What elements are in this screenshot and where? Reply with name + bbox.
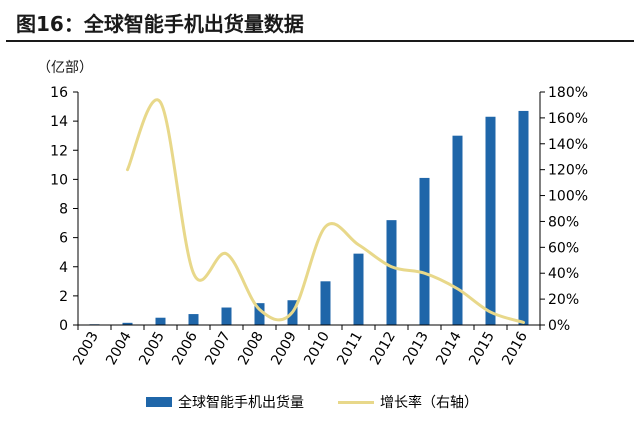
bar-2004 [122, 322, 133, 325]
y-tick-label-left: 6 [59, 231, 68, 247]
y-tick-label-right: 80% [548, 214, 579, 230]
bar-2015 [485, 116, 496, 325]
bar-2016 [518, 110, 529, 326]
y-tick-label-left: 10 [50, 172, 68, 188]
legend-line-label: 增长率（右轴） [380, 395, 478, 411]
bar-2014 [452, 135, 463, 325]
bar-2010 [320, 281, 331, 325]
y-tick-label-left: 16 [50, 85, 68, 101]
legend: 全球智能手机出货量 增长率（右轴） [146, 392, 478, 412]
legend-bar-swatch [146, 397, 172, 407]
y-tick-label-right: 100% [548, 189, 588, 205]
bar-2012 [386, 220, 397, 325]
y-tick-label-left: 8 [59, 202, 68, 218]
y-tick-label-right: 40% [548, 266, 579, 282]
x-tick-label: 2010 [301, 329, 333, 368]
bar-2007 [221, 307, 232, 325]
legend-line-swatch [338, 400, 374, 404]
y-tick-label-right: 120% [548, 163, 588, 179]
x-tick-label: 2004 [103, 329, 135, 368]
x-tick-label: 2007 [202, 329, 234, 368]
x-tick-label: 2015 [466, 329, 498, 368]
y-tick-label-right: 20% [548, 292, 579, 308]
chart-title-wrap: 图16：全球智能手机出货量数据 [16, 8, 304, 36]
x-tick-label: 2013 [400, 329, 432, 368]
x-tick-label: 2009 [268, 329, 300, 368]
x-tick-label: 2014 [433, 329, 465, 368]
bar-2013 [419, 177, 430, 325]
x-tick-label: 2003 [70, 329, 102, 368]
title-divider [6, 40, 634, 42]
x-tick-label: 2011 [334, 329, 366, 368]
x-tick-label: 2012 [367, 329, 399, 368]
x-tick-label: 2008 [235, 329, 267, 368]
x-tick-label: 2005 [136, 329, 168, 368]
y-axis-unit: （亿部） [37, 60, 93, 76]
bar-2008 [254, 303, 265, 325]
y-tick-label-left: 14 [50, 114, 68, 130]
y-tick-label-left: 4 [59, 260, 68, 276]
bar-2006 [188, 314, 199, 325]
y-tick-label-right: 0% [548, 318, 570, 334]
y-tick-label-right: 180% [548, 85, 588, 101]
y-tick-label-left: 0 [59, 318, 68, 334]
y-tick-label-left: 2 [59, 289, 68, 305]
y-tick-label-right: 60% [548, 240, 579, 256]
bar-2005 [155, 317, 166, 325]
y-tick-label-right: 140% [548, 137, 588, 153]
x-tick-label: 2006 [169, 329, 201, 368]
bar-2011 [353, 253, 364, 325]
y-tick-label-right: 160% [548, 111, 588, 127]
growth-rate-line [126, 98, 525, 324]
legend-bar-label: 全球智能手机出货量 [178, 395, 304, 411]
x-tick-label: 2016 [499, 329, 531, 368]
chart-title: 图16：全球智能手机出货量数据 [16, 11, 304, 36]
y-tick-label-left: 12 [50, 143, 68, 159]
